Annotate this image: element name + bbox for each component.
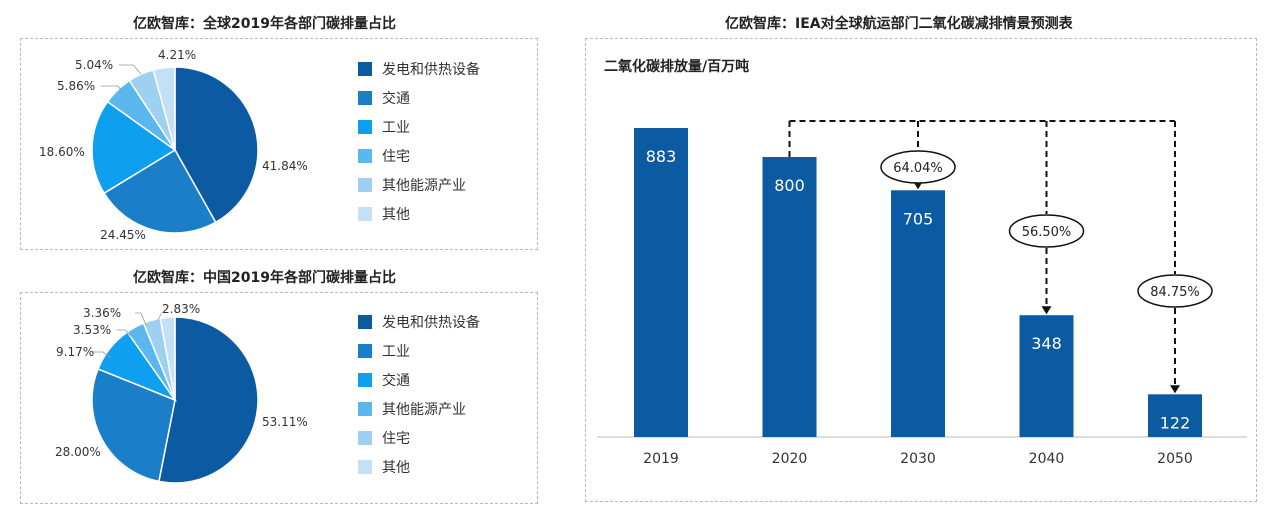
legend-swatch [358,344,372,358]
legend-label: 其他能源产业 [382,178,466,194]
legend-label: 其他 [382,460,410,476]
legend-label: 其他能源产业 [382,402,466,418]
legend-swatch [358,149,372,163]
legend-label: 交通 [382,90,410,107]
reduction-ellipse [880,150,956,184]
x-tick-label: 2019 [643,451,679,467]
legend-swatch [358,178,372,192]
bar-value-label: 883 [646,147,677,166]
reduction-ellipse [1137,274,1213,308]
bar [1019,315,1074,437]
bar-y-axis-label: 二氧化碳排放量/百万吨 [604,59,750,75]
legend-swatch [358,91,372,105]
pie-slice [91,100,177,195]
pie-value-label: 18.60% [39,145,85,159]
legend-label: 发电和供热设备 [382,61,480,78]
x-tick-label: 2050 [1157,451,1193,467]
legend-label: 工业 [382,344,410,360]
x-tick-label: 2020 [772,451,808,467]
reduction-ellipse [1008,214,1085,248]
pie-leader-line [101,85,124,94]
pie-value-label: 2.83% [162,302,200,316]
pie-value-label: 3.53% [73,323,111,337]
legend-swatch [358,460,372,474]
pie-leader-line [93,351,112,359]
china-pie-panel [20,292,538,504]
pie-slice [152,66,176,151]
legend-label: 住宅 [382,431,410,447]
x-tick-label: 2040 [1029,451,1065,467]
legend-swatch [358,207,372,221]
pie-value-label: 5.86% [57,79,95,93]
bar [634,128,688,437]
pie-value-label: 3.36% [83,306,121,320]
pie-leader-line [135,312,147,326]
pie-value-label: 4.21% [158,48,196,62]
bar [891,190,945,437]
pie-value-label: 9.17% [56,345,94,359]
legend-swatch [358,315,372,329]
legend-swatch [358,402,372,416]
bar [1148,394,1202,437]
pie-slice [159,316,176,401]
pie-slice [103,148,217,234]
bar-value-label: 705 [903,209,934,228]
shipping-bar-title: 亿欧智库：IEA对全球航运部门二氧化碳减排情景预测表 [725,16,1073,32]
bar-value-label: 348 [1031,334,1062,353]
legend-swatch [358,120,372,134]
pie-value-label: 41.84% [262,159,308,173]
x-tick-label: 2030 [900,451,936,467]
legend-label: 发电和供热设备 [382,314,480,331]
legend-swatch [358,373,372,387]
global-pie-panel [20,38,538,250]
china-pie-title: 亿欧智库：中国2019年各部门碳排量占比 [133,270,396,286]
legend-label: 其他 [382,207,410,223]
pie-slice [91,367,176,483]
legend-swatch [358,431,372,445]
pie-value-label: 28.00% [55,445,101,459]
bar-value-label: 122 [1160,413,1191,432]
reduction-label: 64.04% [893,161,943,176]
arrow-head [1041,306,1052,315]
bar-value-label: 800 [774,176,805,195]
bar [762,157,817,438]
legend-label: 住宅 [382,149,410,165]
shipping-bar-panel [585,38,1257,502]
pie-slice [174,66,259,224]
pie-value-label: 24.45% [100,228,146,242]
reduction-label: 56.50% [1022,225,1072,240]
pie-leader-line [119,64,142,75]
reduction-label: 84.75% [1150,285,1200,300]
pie-leader-line [117,329,133,338]
legend-label: 工业 [382,120,410,136]
pie-leader-line [157,311,163,321]
pie-value-label: 53.11% [262,415,308,429]
pie-slice [157,316,259,484]
global-pie-title: 亿欧智库：全球2019年各部门碳排量占比 [133,16,396,32]
legend-swatch [358,62,372,76]
pie-value-label: 5.04% [75,58,113,72]
legend-label: 交通 [382,372,410,389]
arrow-head [1170,385,1180,394]
